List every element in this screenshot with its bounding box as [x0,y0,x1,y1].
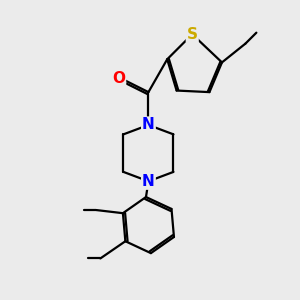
Text: N: N [142,174,155,189]
Text: S: S [187,27,198,42]
Text: O: O [112,70,125,86]
Text: N: N [142,118,155,133]
